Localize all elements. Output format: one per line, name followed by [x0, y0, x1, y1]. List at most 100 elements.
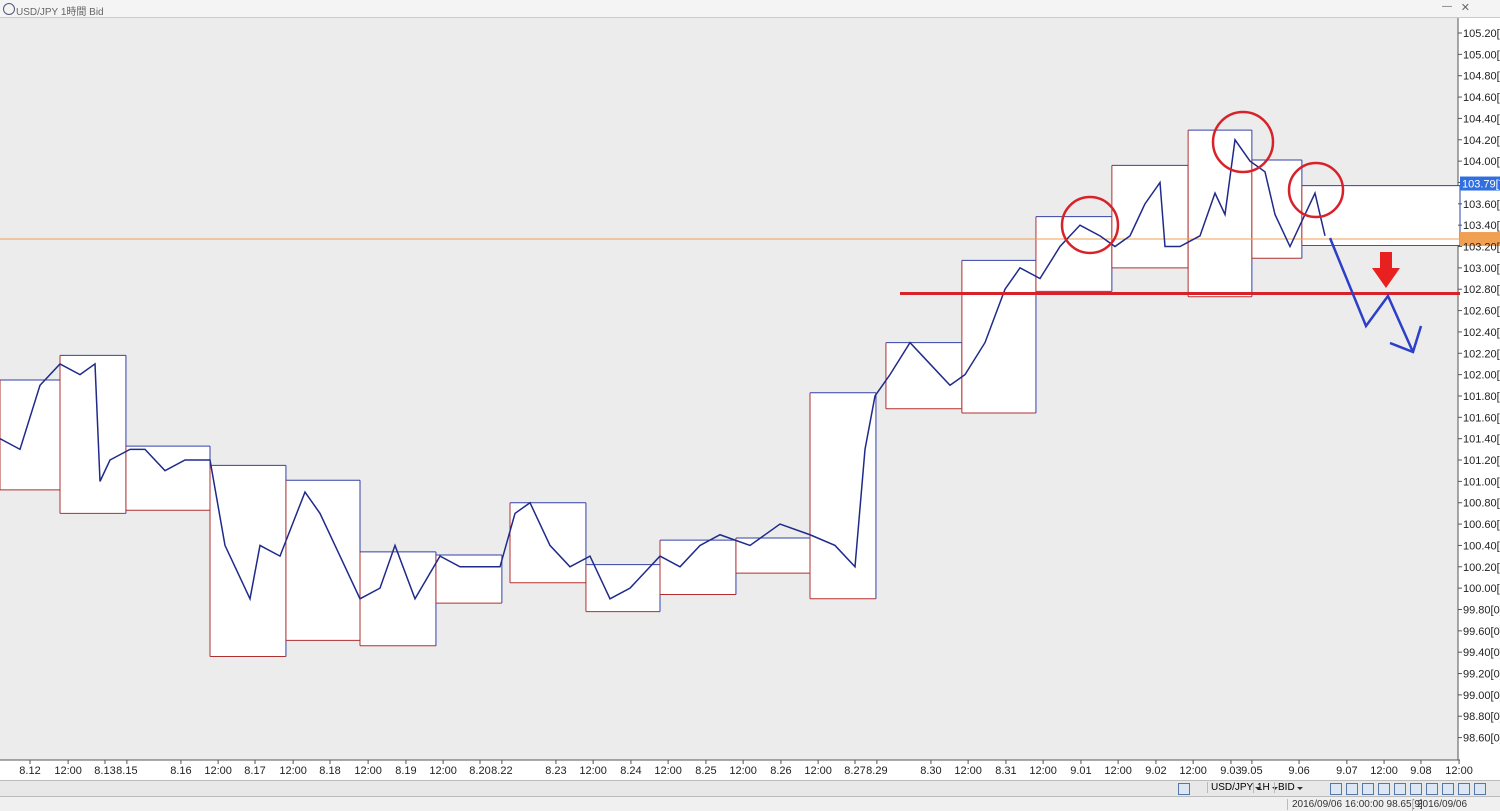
x-tick-label: 12:00: [1445, 765, 1473, 777]
range-box: [810, 392, 876, 599]
x-tick-label: 9.02: [1145, 765, 1166, 777]
minimize-button[interactable]: —: [1442, 1, 1452, 12]
range-box: [0, 379, 60, 490]
range-box: [125, 446, 210, 511]
y-tick-label: 104.20[0]: [1463, 135, 1500, 147]
x-tick-label: 9.01: [1070, 765, 1091, 777]
y-tick-label: 102.40[0]: [1463, 327, 1500, 339]
status-bar: 2016/09/06 16:00:00 98.65[9] 2016/09/06 …: [0, 796, 1500, 811]
x-tick-label: 8.30: [920, 765, 941, 777]
app-icon: [3, 3, 15, 15]
tool-button[interactable]: [1346, 783, 1358, 795]
x-tick-label: 8.22: [491, 765, 512, 777]
y-tick-label: 101.20[0]: [1463, 455, 1500, 467]
x-tick-label: 12:00: [954, 765, 982, 777]
range-box: [1035, 216, 1112, 292]
y-tick-label: 103.60[0]: [1463, 199, 1500, 211]
x-tick-label: 12:00: [804, 765, 832, 777]
y-tick-label: 99.80[0]: [1463, 604, 1500, 616]
y-tick-label: 103.20[0]: [1463, 242, 1500, 254]
tool-button[interactable]: [1474, 783, 1486, 795]
range-box: [360, 551, 436, 646]
y-tick-label: 98.60[0]: [1463, 733, 1500, 745]
tool-button[interactable]: [1362, 783, 1374, 795]
x-tick-label: 9.08: [1410, 765, 1431, 777]
range-box: [961, 260, 1036, 414]
y-tick-label: 102.80[0]: [1463, 284, 1500, 296]
x-tick-label: 8.17: [244, 765, 265, 777]
symbol-select[interactable]: USD/JPY: [1207, 782, 1263, 793]
y-tick-label: 103.40[0]: [1463, 220, 1500, 232]
x-tick-label: 12:00: [1370, 765, 1398, 777]
tool-button[interactable]: [1442, 783, 1454, 795]
window-title: USD/JPY 1時間 Bid: [16, 7, 104, 18]
x-axis-panel: [0, 760, 1500, 780]
x-tick-label: 12:00: [204, 765, 232, 777]
title-bar: USD/JPY 1時間 Bid — ✕: [0, 0, 1500, 18]
range-box: [1301, 185, 1460, 246]
tool-button[interactable]: [1378, 783, 1390, 795]
tool-button[interactable]: [1426, 783, 1438, 795]
y-tick-label: 101.60[0]: [1463, 412, 1500, 424]
price-label: 103.79[7]: [1462, 179, 1500, 191]
tool-button[interactable]: [1394, 783, 1406, 795]
y-tick-label: 100.60[0]: [1463, 519, 1500, 531]
x-tick-label: 12:00: [1104, 765, 1132, 777]
chart: 105.20[0] 105.00[0] 104.80[0] 104.60[0] 104.…: [0, 17, 1500, 780]
y-tick-label: 102.00[0]: [1463, 370, 1500, 382]
x-tick-label: 8.13: [94, 765, 115, 777]
tool-button[interactable]: [1330, 783, 1342, 795]
x-tick-label: 9.06: [1288, 765, 1309, 777]
x-tick-label: 12:00: [729, 765, 757, 777]
x-tick-label: 8.29: [866, 765, 887, 777]
range-box: [1188, 130, 1252, 297]
price-label-box: [1460, 176, 1500, 191]
range-box: [660, 540, 736, 595]
x-tick-label: 12:00: [279, 765, 307, 777]
tool-button[interactable]: [1458, 783, 1470, 795]
range-box: [435, 555, 502, 604]
x-tick-label: 8.20: [469, 765, 490, 777]
x-tick-label: 12:00: [354, 765, 382, 777]
x-tick-label: 8.16: [170, 765, 191, 777]
status-time: 2016/09/06 17:39:58: [1412, 799, 1500, 811]
y-tick-label: 98.80[0]: [1463, 711, 1500, 723]
x-tick-label: 8.25: [695, 765, 716, 777]
y-tick-label: 104.00[0]: [1463, 156, 1500, 168]
y-axis-panel: [1458, 17, 1500, 760]
range-box: [60, 355, 126, 514]
y-tick-label: 104.80[0]: [1463, 71, 1500, 83]
y-tick-label: 99.20[0]: [1463, 669, 1500, 681]
range-box: [735, 537, 810, 574]
x-tick-label: 8.19: [395, 765, 416, 777]
toolbar: USD/JPY 1H BID: [0, 780, 1500, 796]
price-line: [0, 137, 1326, 602]
y-tick-label: 100.80[0]: [1463, 498, 1500, 510]
price-type-select[interactable]: BID: [1274, 782, 1305, 793]
y-tick-label: 102.60[0]: [1463, 306, 1500, 318]
scroll-left[interactable]: [1178, 783, 1190, 795]
y-tick-label: 99.00[0]: [1463, 690, 1500, 702]
close-button[interactable]: ✕: [1460, 2, 1470, 14]
x-tick-label: 8.12: [19, 765, 40, 777]
y-tick-label: 99.40[0]: [1463, 647, 1500, 659]
x-tick-label: 12:00: [1029, 765, 1057, 777]
range-box: [210, 465, 286, 657]
y-tick-label: 101.80[0]: [1463, 391, 1500, 403]
x-tick-label: 9.05: [1241, 765, 1262, 777]
x-tick-label: 8.23: [545, 765, 566, 777]
y-tick-label: 101.40[0]: [1463, 434, 1500, 446]
y-tick-label: 104.60[0]: [1463, 92, 1500, 104]
y-tick-label: 105.00[0]: [1463, 49, 1500, 61]
x-tick-label: 9.03: [1220, 765, 1241, 777]
x-tick-label: 12:00: [54, 765, 82, 777]
tool-button[interactable]: [1410, 783, 1422, 795]
current-price-marker: [1460, 232, 1500, 247]
y-tick-label: 100.40[0]: [1463, 540, 1500, 552]
y-tick-label: 100.20[0]: [1463, 562, 1500, 574]
x-tick-label: 9.07: [1336, 765, 1357, 777]
y-tick-label: 101.00[0]: [1463, 476, 1500, 488]
x-tick-label: 8.24: [620, 765, 641, 777]
x-tick-label: 12:00: [1179, 765, 1207, 777]
y-tick-label: 105.20[0]: [1463, 28, 1500, 40]
